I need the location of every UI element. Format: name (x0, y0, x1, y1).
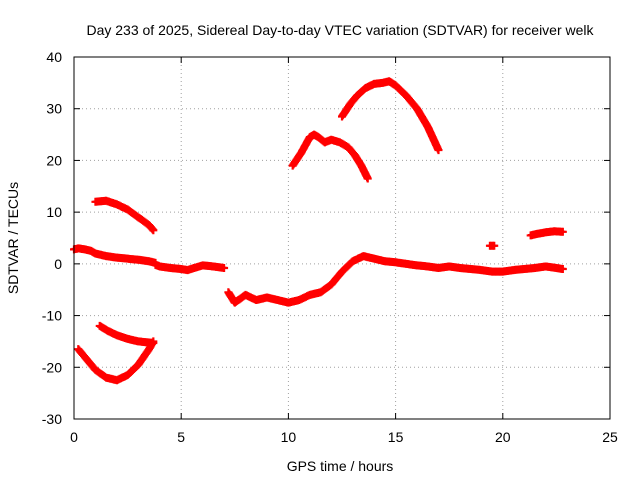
x-tick-label: 15 (388, 429, 404, 445)
series-trace-4 (91, 196, 158, 235)
series-trace-2 (151, 260, 229, 275)
axis-ticks: 0 5 10 15 20 25 -30 -20 -10 0 10 20 30 40 (42, 49, 618, 445)
series-trace-9 (526, 227, 567, 240)
y-tick-label: 0 (54, 256, 62, 272)
x-tick-label: 20 (495, 429, 511, 445)
data-point (149, 226, 158, 235)
data-point (220, 263, 229, 272)
y-tick-label: 40 (46, 49, 62, 65)
data-point (363, 174, 372, 183)
series-trace-7 (288, 130, 372, 183)
y-tick-label: 20 (46, 152, 62, 168)
data-point (490, 241, 499, 250)
series-trace-3 (224, 252, 567, 307)
y-axis-label: SDTVAR / TECUs (5, 182, 21, 294)
data-points (70, 77, 567, 385)
y-tick-label: -30 (42, 411, 62, 427)
series-trace-8 (338, 77, 443, 155)
data-point (434, 146, 443, 155)
y-tick-label: -20 (42, 359, 62, 375)
y-tick-label: 10 (46, 204, 62, 220)
y-tick-label: 30 (46, 101, 62, 117)
x-tick-label: 5 (177, 429, 185, 445)
x-tick-label: 0 (70, 429, 78, 445)
plot-frame (73, 56, 611, 420)
x-axis-label: GPS time / hours (287, 458, 394, 474)
series-trace-6 (95, 321, 158, 347)
data-point (149, 338, 158, 347)
series-trace-1 (70, 244, 160, 267)
y-tick-label: -10 (42, 308, 62, 324)
x-tick-label: 10 (281, 429, 297, 445)
data-point (558, 227, 567, 236)
x-tick-label: 25 (602, 429, 618, 445)
series-trace-5 (74, 337, 158, 385)
chart-title: Day 233 of 2025, Sidereal Day-to-day VTE… (86, 22, 594, 38)
data-point (558, 265, 567, 274)
grid-lines (74, 57, 610, 419)
series-trace-10 (485, 241, 499, 250)
